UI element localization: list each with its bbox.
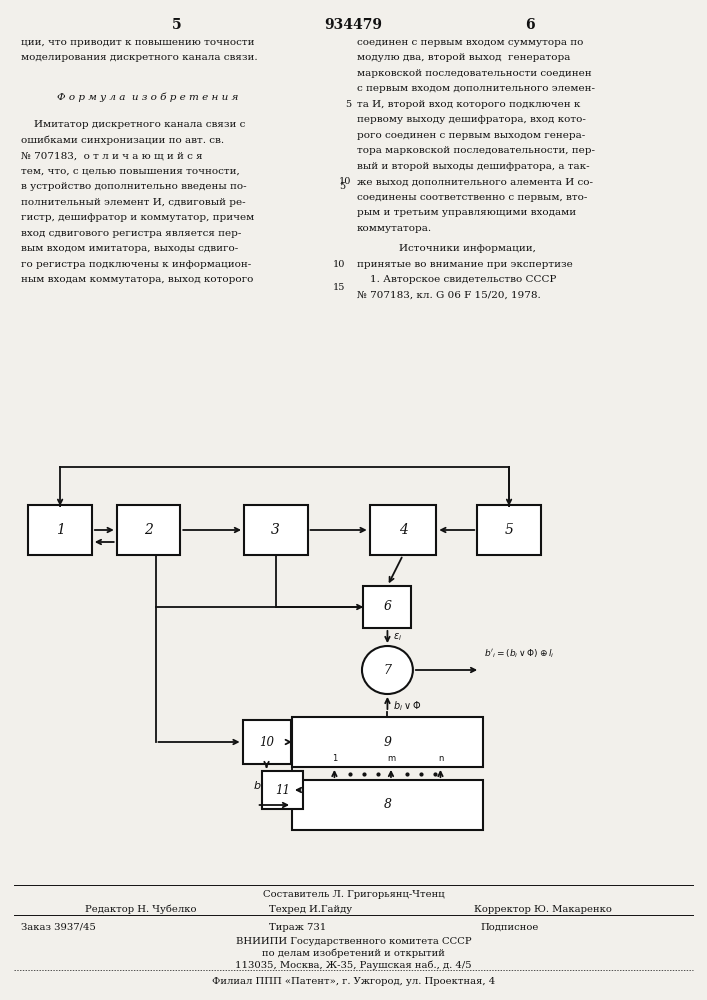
- Text: 1: 1: [332, 754, 337, 763]
- Bar: [477, 505, 541, 555]
- Text: Техред И.Гайду: Техред И.Гайду: [269, 905, 352, 914]
- Text: Филиал ППП «Патент», г. Ужгород, ул. Проектная, 4: Филиал ППП «Патент», г. Ужгород, ул. Про…: [212, 977, 495, 986]
- Text: 1. Авторское свидетельство СССР: 1. Авторское свидетельство СССР: [357, 275, 556, 284]
- Text: ВНИИПИ Государственного комитета СССР: ВНИИПИ Государственного комитета СССР: [235, 937, 472, 946]
- Bar: [28, 505, 92, 555]
- Text: $b_i$: $b_i$: [253, 779, 264, 793]
- Text: Редактор Н. Чубелко: Редактор Н. Чубелко: [85, 905, 197, 914]
- Text: 3: 3: [271, 523, 280, 537]
- Text: гистр, дешифратор и коммутатор, причем: гистр, дешифратор и коммутатор, причем: [21, 213, 255, 222]
- Bar: [262, 771, 303, 809]
- Text: 10: 10: [339, 177, 351, 186]
- Bar: [292, 780, 483, 830]
- Bar: [244, 505, 308, 555]
- Bar: [292, 717, 483, 767]
- Text: ошибками синхронизации по авт. св.: ошибками синхронизации по авт. св.: [21, 136, 224, 145]
- Text: марковской последовательности соединен: марковской последовательности соединен: [357, 69, 592, 78]
- Text: 10: 10: [332, 260, 345, 269]
- Text: $b_i \vee \Phi$: $b_i \vee \Phi$: [393, 699, 421, 713]
- Text: Тираж 731: Тираж 731: [269, 923, 326, 932]
- Text: соединены соответственно с первым, вто-: соединены соответственно с первым, вто-: [357, 193, 588, 202]
- Text: с первым входом дополнительного элемен-: с первым входом дополнительного элемен-: [357, 84, 595, 93]
- Text: тора марковской последовательности, пер-: тора марковской последовательности, пер-: [357, 146, 595, 155]
- Text: 113035, Москва, Ж-35, Раушская наб., д. 4/5: 113035, Москва, Ж-35, Раушская наб., д. …: [235, 961, 472, 970]
- Text: 2: 2: [144, 523, 153, 537]
- Text: 934479: 934479: [325, 18, 382, 32]
- Text: рого соединен с первым выходом генера-: рого соединен с первым выходом генера-: [357, 131, 585, 140]
- Text: Подписное: Подписное: [481, 923, 539, 932]
- Text: Имитатор дискретного канала связи с: Имитатор дискретного канала связи с: [21, 120, 245, 129]
- Bar: [243, 720, 291, 764]
- Text: соединен с первым входом суммутора по: соединен с первым входом суммутора по: [357, 38, 583, 47]
- Text: 15: 15: [332, 283, 345, 292]
- Text: первому выходу дешифратора, вход кото-: первому выходу дешифратора, вход кото-: [357, 115, 586, 124]
- Text: Ф о р м у л а  и з о б р е т е н и я: Ф о р м у л а и з о б р е т е н и я: [57, 92, 238, 102]
- Text: модулю два, второй выход  генератора: модулю два, второй выход генератора: [357, 53, 571, 62]
- Text: вым входом имитатора, выходы сдвиго-: вым входом имитатора, выходы сдвиго-: [21, 244, 238, 253]
- Text: Составитель Л. Григорьянц-Чтенц: Составитель Л. Григорьянц-Чтенц: [263, 890, 444, 899]
- Text: коммутатора.: коммутатора.: [357, 224, 432, 233]
- Text: 5: 5: [505, 523, 513, 537]
- Bar: [370, 505, 436, 555]
- Text: № 707183,  о т л и ч а ю щ и й с я: № 707183, о т л и ч а ю щ и й с я: [21, 151, 203, 160]
- Text: вый и второй выходы дешифратора, а так-: вый и второй выходы дешифратора, а так-: [357, 162, 590, 171]
- Text: 1: 1: [56, 523, 64, 537]
- Text: $b'_i = (b_i \vee \Phi) \oplus l_i$: $b'_i = (b_i \vee \Phi) \oplus l_i$: [484, 648, 554, 660]
- Text: в устройство дополнительно введены по-: в устройство дополнительно введены по-: [21, 182, 247, 191]
- Text: 9: 9: [383, 736, 392, 748]
- Text: Корректор Ю. Макаренко: Корректор Ю. Макаренко: [474, 905, 612, 914]
- Bar: [363, 586, 411, 628]
- Text: моделирования дискретного канала связи.: моделирования дискретного канала связи.: [21, 53, 258, 62]
- Text: 10: 10: [259, 736, 274, 748]
- Text: 6: 6: [525, 18, 535, 32]
- Text: 11: 11: [275, 784, 291, 796]
- Ellipse shape: [362, 646, 413, 694]
- Text: 5: 5: [345, 100, 351, 109]
- Text: та И, второй вход которого подключен к: та И, второй вход которого подключен к: [357, 100, 580, 109]
- Text: 5: 5: [339, 182, 345, 191]
- Text: m: m: [387, 754, 395, 763]
- Text: № 707183, кл. G 06 F 15/20, 1978.: № 707183, кл. G 06 F 15/20, 1978.: [357, 291, 541, 300]
- Text: ции, что приводит к повышению точности: ции, что приводит к повышению точности: [21, 38, 255, 47]
- Bar: [117, 505, 180, 555]
- Text: 8: 8: [383, 798, 392, 812]
- Text: $\varepsilon_i$: $\varepsilon_i$: [393, 631, 402, 643]
- Text: го регистра подключены к информацион-: го регистра подключены к информацион-: [21, 260, 252, 269]
- Text: же выход дополнительного алемента И со-: же выход дополнительного алемента И со-: [357, 177, 593, 186]
- Text: 6: 6: [383, 600, 392, 613]
- Text: 4: 4: [399, 523, 407, 537]
- Text: принятые во внимание при экспертизе: принятые во внимание при экспертизе: [357, 260, 573, 269]
- Text: Заказ 3937/45: Заказ 3937/45: [21, 923, 96, 932]
- Text: тем, что, с целью повышения точности,: тем, что, с целью повышения точности,: [21, 167, 240, 176]
- Text: полнительный элемент И, сдвиговый ре-: полнительный элемент И, сдвиговый ре-: [21, 198, 246, 207]
- Text: вход сдвигового регистра является пер-: вход сдвигового регистра является пер-: [21, 229, 242, 238]
- Text: 5: 5: [172, 18, 182, 32]
- Text: 7: 7: [383, 664, 392, 676]
- Text: n: n: [438, 754, 443, 763]
- Text: ным входам коммутатора, выход которого: ным входам коммутатора, выход которого: [21, 275, 254, 284]
- Text: Источники информации,: Источники информации,: [399, 244, 537, 253]
- Text: рым и третьим управляющими входами: рым и третьим управляющими входами: [357, 208, 576, 217]
- Text: по делам изобретений и открытий: по делам изобретений и открытий: [262, 949, 445, 958]
